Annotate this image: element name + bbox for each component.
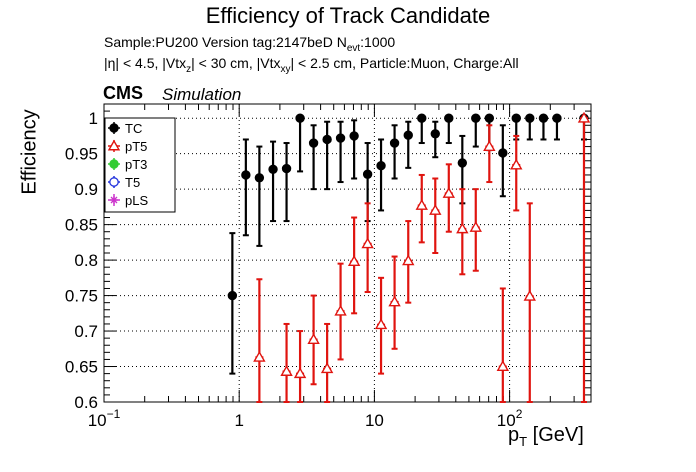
data-point <box>281 163 292 174</box>
chart-title: Efficiency of Track Candidate <box>205 3 491 28</box>
data-point <box>496 360 510 371</box>
data-point <box>389 138 400 148</box>
data-point <box>307 333 320 345</box>
y-tick-label: 0.6 <box>74 393 98 412</box>
data-point <box>429 204 442 215</box>
data-point <box>347 255 361 266</box>
data-point <box>253 350 266 362</box>
y-tick-label: 0.8 <box>74 251 98 270</box>
data-point <box>510 158 523 170</box>
data-point <box>361 237 374 249</box>
legend-label: pLS <box>125 193 148 208</box>
data-point <box>254 173 265 183</box>
y-tick-label: 0.65 <box>65 358 98 377</box>
data-point <box>402 254 415 266</box>
data-point <box>538 113 549 123</box>
y-axis-ticks <box>104 103 591 403</box>
data-point <box>268 164 278 174</box>
data-point <box>109 177 119 187</box>
data-point <box>110 196 118 204</box>
legend-label: TC <box>125 121 142 136</box>
series-TC <box>227 113 589 375</box>
data-point <box>415 199 428 210</box>
data-point <box>376 161 386 171</box>
series-pT5 <box>253 111 591 403</box>
y-tick-label: 0.95 <box>65 145 98 164</box>
data-point <box>320 362 334 374</box>
data-point <box>295 113 305 123</box>
data-point <box>457 158 468 168</box>
data-point <box>308 138 319 148</box>
data-point <box>293 367 307 379</box>
data-point <box>577 111 591 123</box>
legend-label: pT3 <box>125 157 147 172</box>
data-point <box>483 140 496 152</box>
y-tick-label: 0.9 <box>74 180 98 199</box>
data-point <box>227 290 238 301</box>
data-point <box>525 113 535 123</box>
data-point <box>335 133 346 143</box>
simulation-label: Simulation <box>162 85 242 104</box>
data-point <box>417 113 427 123</box>
legend: TC pT5 pT3 T5 pLS <box>104 117 176 213</box>
sample-info-line: Sample:PU200 Version tag:2147beD Nevt:10… <box>104 34 396 54</box>
data-point <box>511 113 521 123</box>
data-point <box>241 170 251 180</box>
data-point <box>280 365 293 376</box>
legend-label: pT5 <box>125 139 147 154</box>
x-tick-label: 1 <box>234 411 243 430</box>
legend-label: T5 <box>125 175 140 190</box>
data-point <box>374 318 388 330</box>
cms-label: CMS <box>103 83 143 103</box>
y-tick-label: 0.75 <box>65 287 98 306</box>
data-point <box>498 148 508 158</box>
data-point <box>322 134 332 145</box>
data-point <box>334 304 347 316</box>
y-tick-label: 1 <box>89 109 98 128</box>
data-point <box>107 139 121 151</box>
y-tick-label: 0.85 <box>65 216 98 235</box>
data-point <box>430 129 440 139</box>
data-point <box>444 113 454 123</box>
data-point <box>403 130 413 140</box>
plot-frame <box>103 103 592 403</box>
data-point <box>109 123 119 133</box>
y-tick-label: 0.7 <box>74 322 98 341</box>
x-tick-label: 102 <box>497 407 523 430</box>
x-tick-label: 10 <box>365 411 384 430</box>
data-point <box>552 113 562 123</box>
x-axis-ticks <box>103 104 592 402</box>
data-point <box>442 186 455 198</box>
data-point <box>349 131 359 141</box>
data-point <box>471 113 481 123</box>
data-point <box>484 113 495 123</box>
data-point <box>456 222 469 234</box>
data-point <box>362 169 373 179</box>
data-point <box>109 159 119 169</box>
grid <box>104 104 591 403</box>
data-point <box>469 221 482 232</box>
selection-cuts-line: |η| < 4.5, |Vtxz| < 30 cm, |Vtxxy| < 2.5… <box>104 55 519 75</box>
data-point <box>523 289 536 301</box>
x-axis-label: pT [GeV] <box>508 424 584 449</box>
data-point <box>388 295 401 307</box>
x-tick-label: 10−1 <box>88 407 121 430</box>
